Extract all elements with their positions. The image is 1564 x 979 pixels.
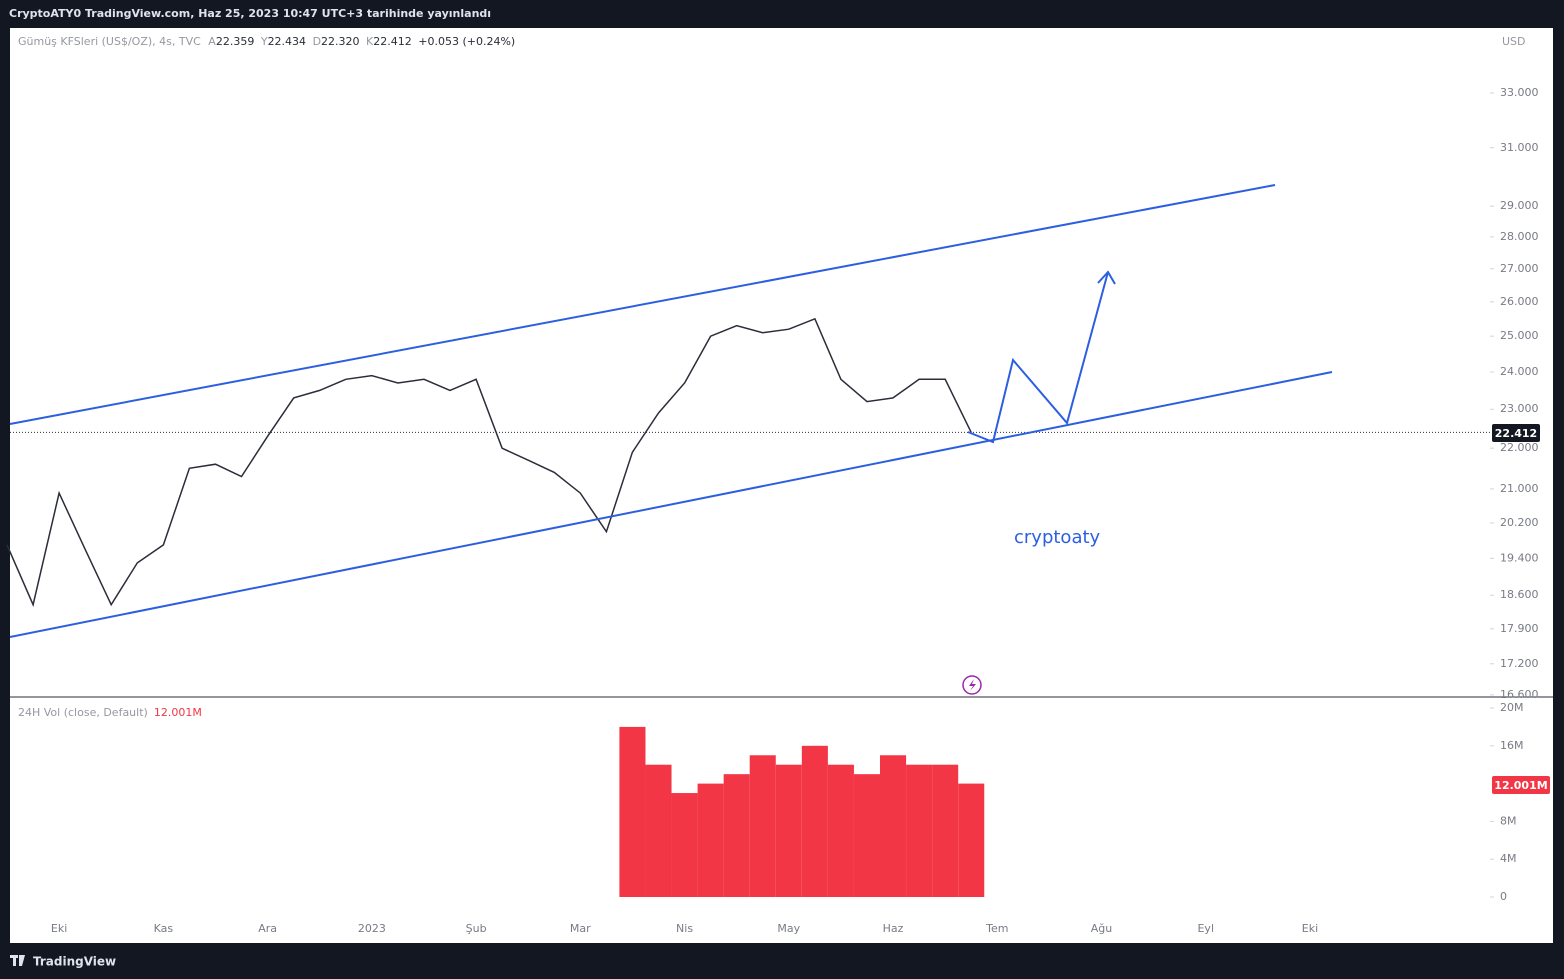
y-tick-label: 27.000 [1500,262,1539,275]
footer: TradingView [33,955,116,969]
price-badge-bg [1492,424,1540,442]
y-tick-label: 31.000 [1500,141,1539,154]
x-tick-label: Mar [570,922,591,935]
legend-value: 22.412 [373,35,412,48]
volume-bar [671,793,698,897]
x-tick-label: Şub [466,922,487,935]
vol-name: 24H Vol (close, Default) [18,706,148,719]
legend-label: K [366,35,374,48]
volume-bar [645,764,672,897]
legend-value: 22.320 [321,35,360,48]
x-tick-label: Haz [883,922,904,935]
y-tick-label: 4M [1500,852,1517,865]
legend-symbol: Gümüş KFSleri (US$/OZ), 4s, TVC [18,35,201,48]
volume-bar [697,783,724,897]
y-tick-label: 16.600 [1500,688,1539,701]
legend: Gümüş KFSleri (US$/OZ), 4s, TVC A22.359 … [18,35,515,48]
event-icon[interactable] [962,675,982,695]
y-tick-label: 25.000 [1500,329,1539,342]
legend-value: 22.434 [268,35,307,48]
price-line [6,317,972,608]
legend-label: Y [260,35,268,48]
footer-logo [10,955,25,966]
y-tick-label: 33.000 [1500,86,1539,99]
header: CryptoATY0 TradingView.com, Haz 25, 2023… [9,7,491,20]
x-tick-label: Eki [51,922,67,935]
y-tick-label: 28.000 [1500,230,1539,243]
legend-label: D [313,35,321,48]
channel-lower [9,371,1333,638]
x-tick-label: Tem [985,922,1008,935]
x-tick-label: May [777,922,800,935]
y-tick-label: 0 [1500,890,1507,903]
x-tick-label: Eki [1302,922,1318,935]
vol-value: 12.001M [154,706,202,719]
y-tick-label: 19.400 [1500,551,1539,564]
y-tick-label: 29.000 [1500,199,1539,212]
y-tick-label: 16M [1500,739,1524,752]
annotation: cryptoaty [1014,527,1101,548]
x-tick-label: Kas [154,922,174,935]
volume-bar [853,774,881,897]
volume-bar [880,755,907,897]
event-bolt [969,679,976,691]
vol-badge: 12.001M [1494,779,1547,792]
volume-bar [723,774,750,897]
volume-bar [801,745,828,897]
volume-bar [749,755,776,897]
x-tick-label: Nis [676,922,693,935]
plot: Eki Kas Ara 2023 Şub Mar Nis May Haz Tem Ağu Eyl Eki… [6,86,1539,935]
y-tick-label: 26.000 [1500,295,1539,308]
y-tick-label: 18.600 [1500,588,1539,601]
y-tick-label: 20M [1500,701,1524,714]
x-tick-label: Ağu [1091,922,1112,935]
projection-arrow [967,271,1109,444]
legend-label: A [208,35,216,48]
volume-bar [958,783,985,897]
y-tick-label: 17.200 [1500,657,1539,670]
y-tick-label: 17.900 [1500,622,1539,635]
y-tick-label: 21.000 [1500,482,1539,495]
x-tick-label: 2023 [358,922,386,935]
y-tick-label: 23.000 [1500,402,1539,415]
volume-bar [775,764,802,897]
y-tick-label: 20.200 [1500,516,1539,529]
arrow-head [1097,270,1116,285]
legend-value: 22.359 [216,35,255,48]
price-badge: 22.412 [1495,427,1537,440]
volume-bar [619,726,646,897]
vol-legend: 24H Vol (close, Default) 12.001M [18,706,202,719]
legend-change: +0.053 (+0.24%) [418,35,515,48]
x-tick-label: Eyl [1197,922,1214,935]
currency: USD [1502,35,1526,48]
vol-badge-bg [1492,776,1550,794]
volume-bar [827,764,854,897]
x-tick-label: Ara [258,922,277,935]
volume-bar [906,764,933,897]
volume-bar [932,764,959,897]
channel-upper [9,184,1276,425]
y-tick-label: 8M [1500,814,1517,827]
y-tick-label: 24.000 [1500,365,1539,378]
y-tick-label: 22.000 [1500,441,1539,454]
